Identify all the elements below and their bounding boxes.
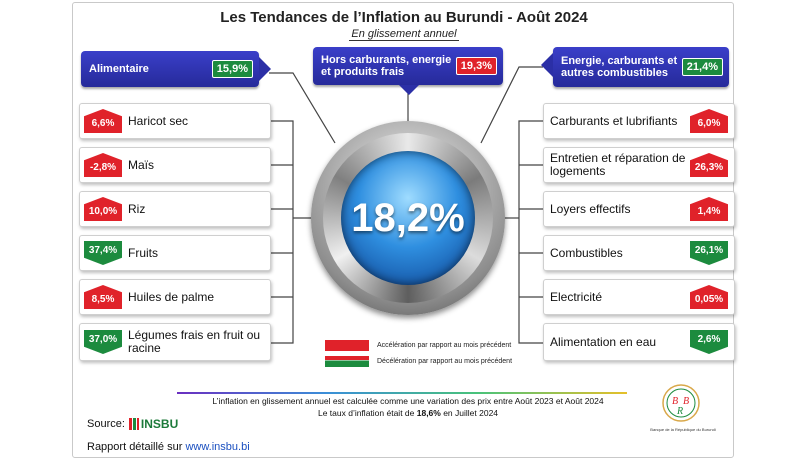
insbu-logo: INSBU	[128, 417, 179, 431]
connector-lines	[269, 66, 543, 344]
acceleration-badge: 6,0%	[690, 109, 728, 133]
legend-label: Accélération par rapport au mois précéde…	[377, 341, 512, 349]
item-label: Fruits	[128, 245, 158, 260]
group-header-alimentaire: Alimentaire 15,9%	[81, 51, 271, 87]
item-label: Haricot sec	[128, 113, 189, 128]
item-label: Légumes frais en fruit ou racine	[128, 328, 261, 355]
item-label: Riz	[128, 201, 146, 216]
item-electricite: Electricité 0,05%	[543, 279, 735, 315]
group-label: Hors carburants, energie et produits fra…	[321, 54, 452, 78]
item-label: Electricité	[550, 289, 603, 304]
note-prefix: Le taux d’inflation était de	[317, 408, 417, 418]
note-july-rate: 18,6%	[416, 408, 441, 418]
insbu-website-link[interactable]: www.insbu.bi	[185, 441, 250, 453]
acceleration-badge: 10,0%	[84, 197, 122, 221]
item-label: Entretien et réparation de logements	[550, 151, 686, 178]
brb-letter: B	[683, 396, 689, 407]
acceleration-badge: -2,8%	[84, 153, 122, 177]
source: Source: INSBU	[87, 417, 178, 431]
dial-face: 18,2%	[341, 151, 475, 285]
item-combustibles: Combustibles 26,1%	[543, 235, 735, 271]
overall-inflation-value: 18,2%	[351, 195, 465, 240]
infographic-canvas: Les Tendances de l’Inflation au Burundi …	[72, 2, 735, 458]
insbu-logo-text: INSBU	[140, 417, 179, 431]
brb-logo: B R B	[662, 384, 700, 422]
note-suffix: en Juillet 2024	[440, 408, 499, 418]
item-label: Alimentation en eau	[550, 334, 657, 349]
group-label: Energie, carburants et autres combustibl…	[561, 55, 678, 79]
group-value: 19,3%	[455, 57, 497, 75]
item-alimentation-eau: Alimentation en eau 2,6%	[543, 323, 735, 361]
right-to-dial	[480, 66, 543, 144]
deceleration-badge: 37,4%	[84, 241, 122, 265]
acceleration-badge: 6,6%	[84, 109, 122, 133]
legend-deceleration: Décélération par rapport au mois précéde…	[325, 353, 512, 369]
item-entretien-reparation: Entretien et réparation de logements 26,…	[543, 147, 735, 183]
brb-caption: Banque de la République du Burundi	[650, 427, 716, 432]
acceleration-badge: 0,05%	[690, 285, 728, 309]
group-label: Alimentaire	[89, 63, 149, 75]
acceleration-badge: 1,4%	[690, 197, 728, 221]
left-to-dial	[269, 72, 336, 144]
item-huiles-de-palme: 8,5% Huiles de palme	[79, 279, 271, 315]
legend: Accélération par rapport au mois précéde…	[325, 337, 512, 369]
item-legumes-frais: 37,0% Légumes frais en fruit ou racine	[79, 323, 271, 361]
item-fruits: 37,4% Fruits	[79, 235, 271, 271]
item-label: Huiles de palme	[128, 289, 215, 304]
left-connector	[269, 120, 294, 344]
deceleration-badge: 2,6%	[690, 330, 728, 354]
legend-acceleration: Accélération par rapport au mois précéde…	[325, 337, 512, 353]
item-label: Combustibles	[550, 245, 623, 260]
deceleration-badge: 37,0%	[84, 330, 122, 354]
legend-swatch-red	[325, 339, 369, 351]
report-line: Rapport détaillé sur www.insbu.bi	[87, 441, 250, 453]
footer-divider	[177, 392, 627, 394]
group-value: 15,9%	[211, 60, 253, 78]
note-line-2: Le taux d’inflation était de 18,6% en Ju…	[183, 408, 633, 418]
chart-subtitle: En glissement annuel	[73, 28, 735, 41]
chart-title: Les Tendances de l’Inflation au Burundi …	[220, 9, 588, 26]
item-label: Maïs	[128, 157, 155, 172]
insbu-logo-icon	[128, 418, 139, 430]
overall-inflation-dial: 18,2%	[311, 121, 505, 315]
brb-letter: R	[676, 406, 683, 417]
item-carburants-lubrifiants: Carburants et lubrifiants 6,0%	[543, 103, 735, 139]
note-line-1: L’inflation en glissement annuel est cal…	[212, 396, 604, 406]
deceleration-badge: 26,1%	[690, 241, 728, 265]
item-label: Carburants et lubrifiants	[550, 113, 678, 128]
item-label: Loyers effectifs	[550, 201, 631, 216]
item-mais: -2,8% Maïs	[79, 147, 271, 183]
item-loyers-effectifs: Loyers effectifs 1,4%	[543, 191, 735, 227]
brb-letter: B	[672, 396, 678, 407]
acceleration-badge: 26,3%	[690, 153, 728, 177]
legend-label: Décélération par rapport au mois précéde…	[377, 357, 513, 365]
group-value: 21,4%	[681, 58, 723, 76]
item-haricot-sec: 6,6% Haricot sec	[79, 103, 271, 139]
report-label: Rapport détaillé sur	[87, 441, 186, 453]
group-header-hors-carburants: Hors carburants, energie et produits fra…	[313, 47, 503, 95]
right-connector	[518, 120, 543, 344]
subtitle-text: En glissement annuel	[349, 28, 459, 41]
group-header-energie: Energie, carburants et autres combustibl…	[541, 47, 729, 87]
acceleration-badge: 8,5%	[84, 285, 122, 309]
item-riz: 10,0% Riz	[79, 191, 271, 227]
legend-swatch-green	[325, 355, 369, 367]
source-label: Source:	[87, 418, 125, 430]
